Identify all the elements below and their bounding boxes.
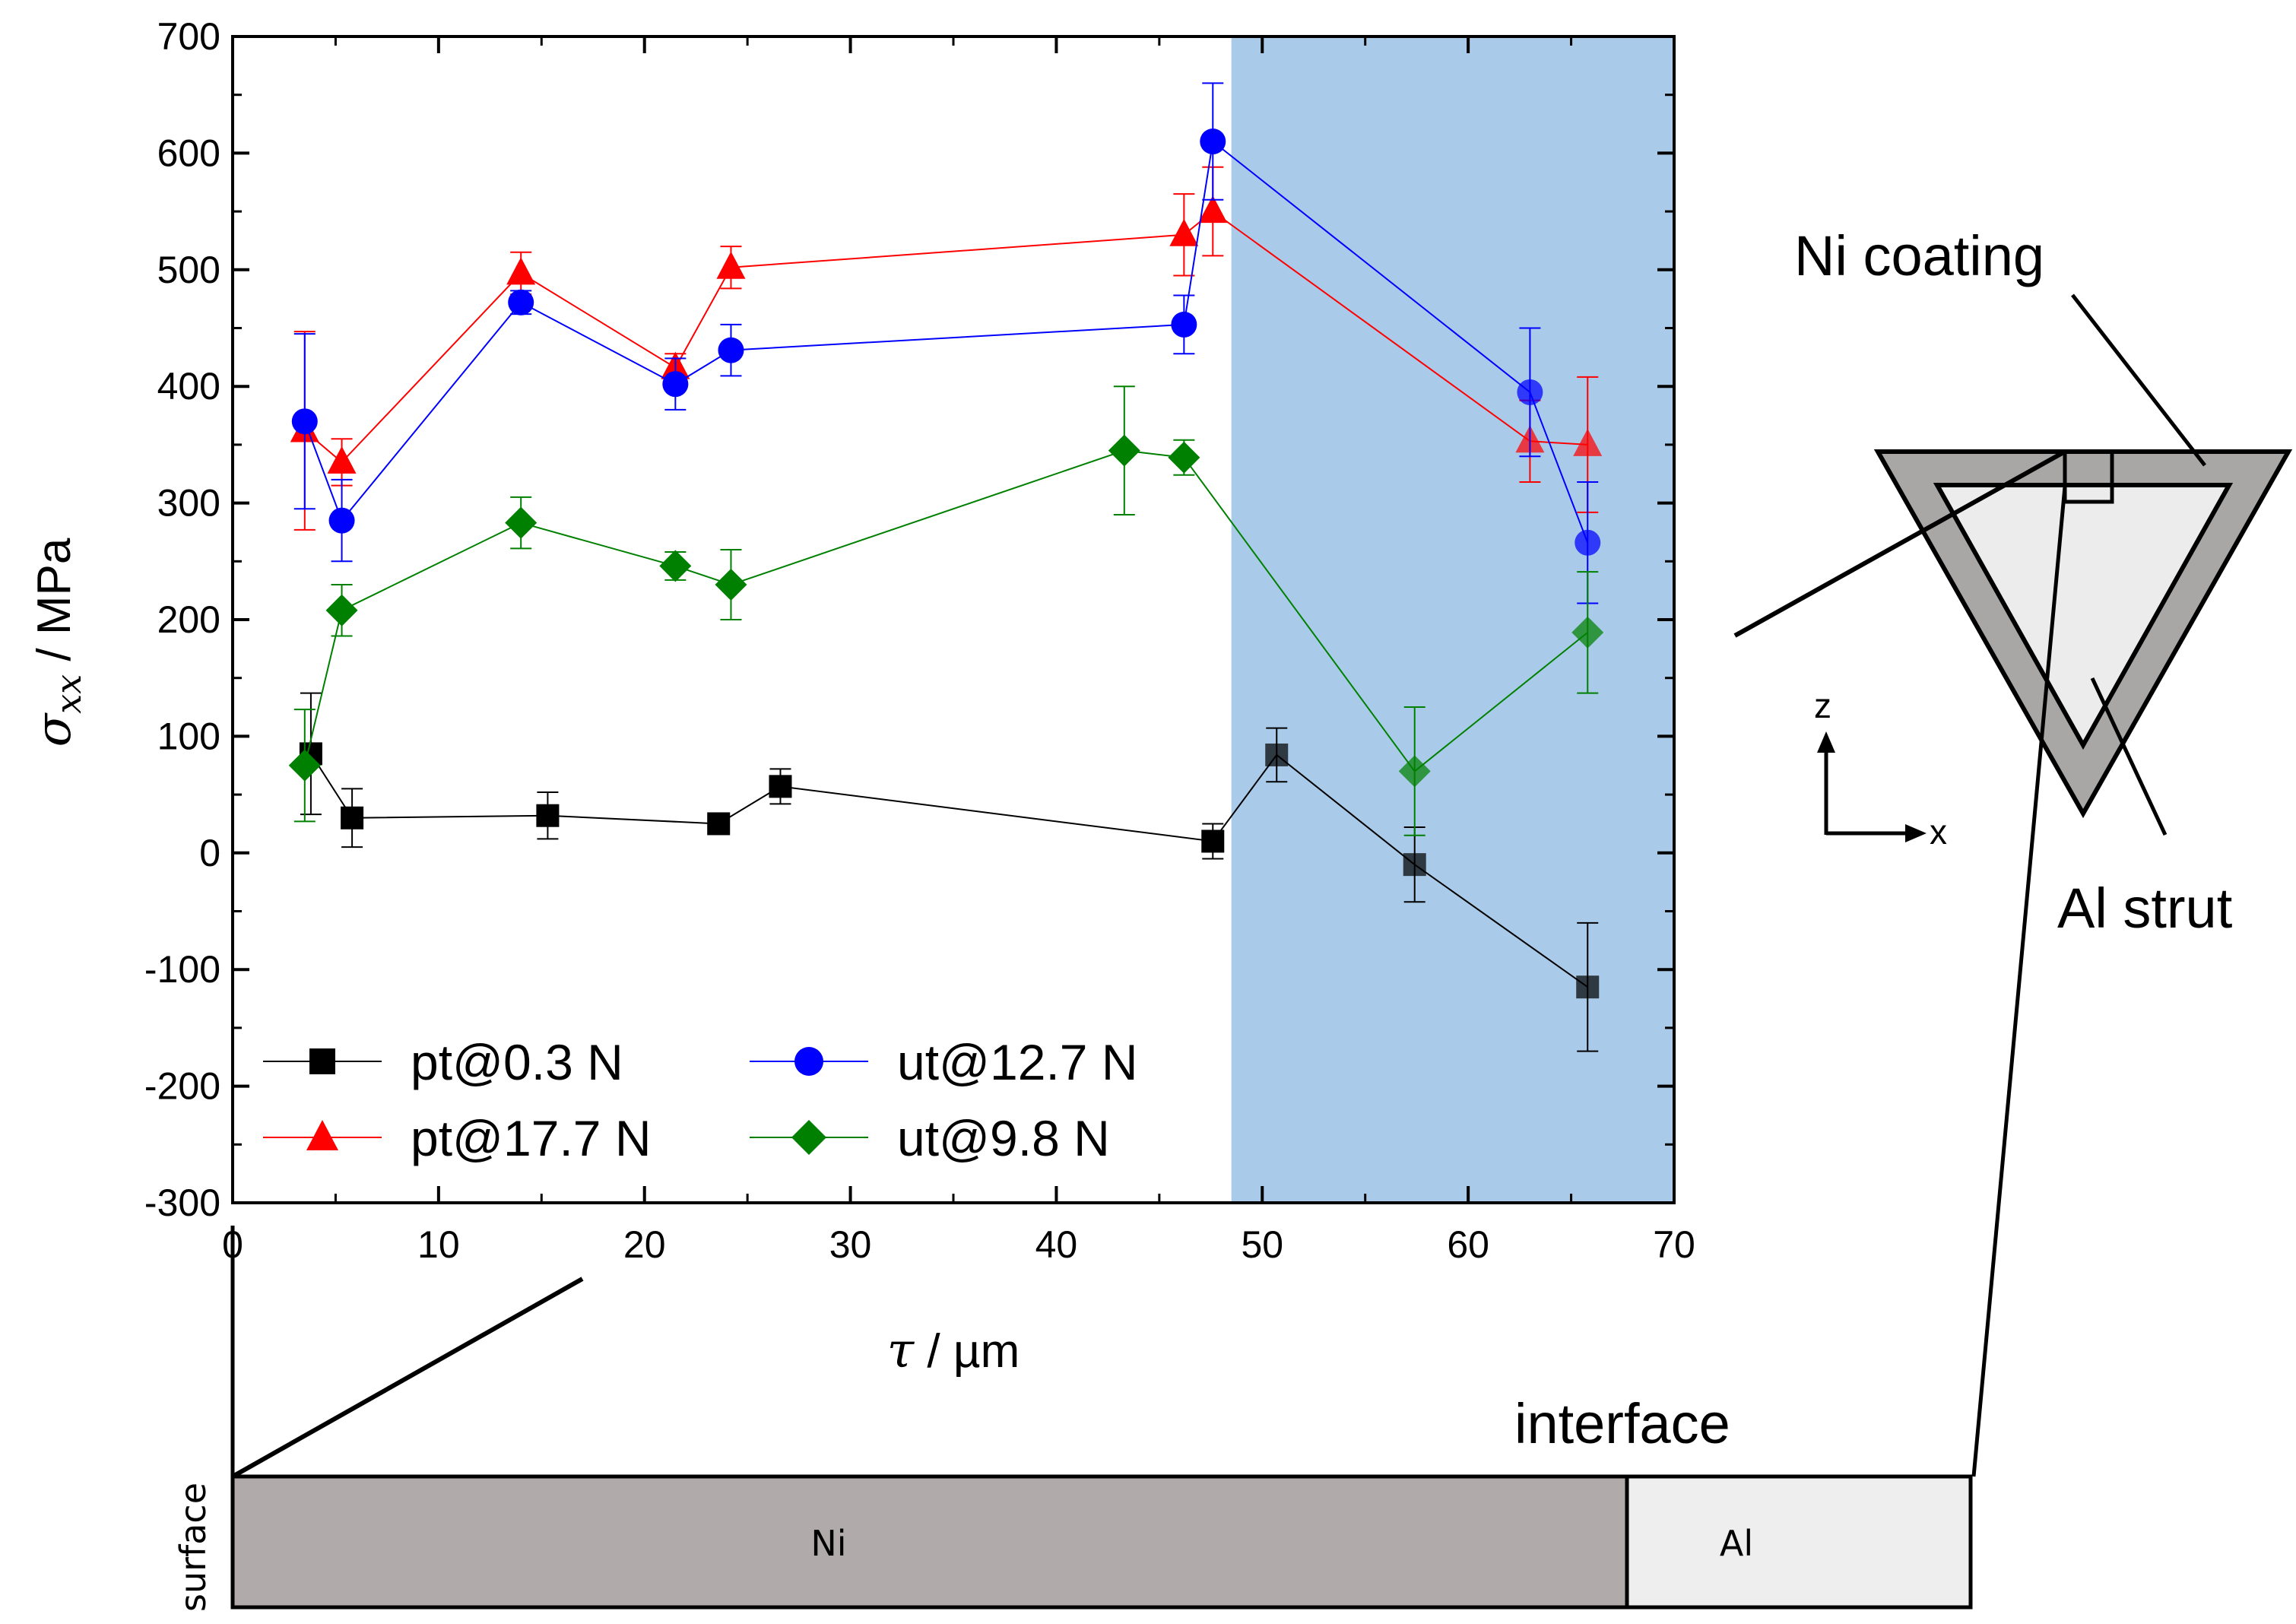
x-axis-title: τ / µm: [887, 1323, 1020, 1379]
y-tick-label: 200: [157, 598, 220, 641]
zoom-line-left: [1733, 449, 2066, 638]
y-tick-label: 600: [157, 132, 220, 174]
ni-layer-rect: [230, 1474, 1629, 1610]
surface-zoom-line-diagonal: [231, 1277, 584, 1479]
x-tick-label: 10: [417, 1223, 460, 1266]
x-axis-letter: x: [1930, 812, 1947, 852]
y-tick-label: -100: [144, 948, 220, 991]
y-axis-symbol: σ: [26, 712, 82, 747]
data-point: [508, 289, 534, 316]
data-point: [327, 446, 357, 474]
al-strut-label: Al strut: [2057, 877, 2233, 940]
y-axis-title: σxx / MPa: [26, 538, 89, 747]
shaded-interface-region: [1231, 36, 1674, 1203]
data-point: [1398, 755, 1431, 788]
data-point: [1168, 441, 1200, 474]
x-tick-label: 70: [1653, 1223, 1695, 1266]
x-arrow-head: [1905, 824, 1927, 842]
data-point: [662, 371, 689, 398]
legend-marker: [794, 1047, 823, 1076]
data-point: [718, 337, 744, 363]
ticks-layer: 010203040506070-300-200-1000100200300400…: [144, 15, 1695, 1266]
data-point: [325, 594, 358, 626]
detail-marker-box: [2063, 449, 2114, 504]
interface-label: interface: [1514, 1392, 1730, 1455]
y-tick-label: 400: [157, 365, 220, 408]
x-tick-label: 30: [829, 1223, 872, 1266]
layer-bar-diagram: Ni Al interface surface: [173, 1226, 1973, 1612]
legend-label: ut@9.8 N: [897, 1110, 1110, 1166]
ni-layer-label: Ni: [810, 1523, 846, 1564]
data-point: [341, 806, 364, 829]
legend-label: ut@12.7 N: [897, 1034, 1138, 1090]
data-point: [506, 257, 536, 285]
data-point: [1108, 434, 1140, 467]
y-tick-label: -200: [144, 1065, 220, 1108]
al-layer-label: Al: [1720, 1523, 1753, 1564]
legend-marker: [309, 1048, 335, 1074]
series-layer: [288, 82, 1604, 1052]
surface-label: surface: [173, 1483, 214, 1612]
data-point: [1573, 428, 1603, 456]
y-tick-label: -300: [144, 1182, 220, 1224]
al-strut-pointer: [2090, 677, 2168, 836]
strut-cross-section-diagram: Ni coating Al strut z x: [1733, 224, 2293, 1477]
legend: pt@0.3 N ut@12.7 N pt@17.7 N ut@9.8 N: [263, 1034, 1138, 1166]
data-point: [769, 775, 792, 798]
x-tick-label: 60: [1447, 1223, 1489, 1266]
series-2: [291, 82, 1601, 604]
data-point: [715, 568, 747, 601]
plot-background: [1231, 36, 1674, 1203]
x-tick-label: 20: [623, 1223, 666, 1266]
data-point: [328, 507, 355, 534]
data-point: [716, 251, 746, 279]
data-point: [1575, 529, 1601, 556]
data-point: [1171, 311, 1197, 338]
zoom-line-right: [1971, 486, 2067, 1477]
y-tick-label: 700: [157, 15, 220, 58]
y-axis-unit: / MPa: [28, 538, 81, 674]
x-axis-unit: / µm: [914, 1325, 1020, 1378]
data-point: [1200, 128, 1226, 155]
data-point: [1201, 829, 1225, 853]
data-point: [1169, 218, 1199, 246]
data-point: [505, 506, 538, 539]
x-tick-label: 40: [1035, 1223, 1078, 1266]
data-point: [288, 749, 321, 782]
data-point: [1403, 853, 1426, 877]
y-tick-label: 100: [157, 715, 220, 757]
z-arrow-head: [1817, 731, 1835, 753]
legend-marker: [306, 1120, 338, 1150]
y-axis-subscript: xx: [48, 674, 89, 714]
x-axis-symbol: τ: [887, 1323, 915, 1379]
y-tick-label: 0: [199, 832, 220, 874]
y-tick-label: 500: [157, 249, 220, 291]
x-tick-label: 50: [1241, 1223, 1283, 1266]
y-tick-label: 300: [157, 482, 220, 525]
z-axis-letter: z: [1814, 686, 1831, 725]
data-point: [1198, 195, 1228, 224]
series-3: [288, 385, 1604, 836]
data-point: [536, 804, 560, 827]
al-layer-rect: [1625, 1474, 1973, 1610]
ni-coating-label: Ni coating: [1794, 224, 2044, 287]
data-point: [1576, 975, 1600, 999]
data-point: [1517, 379, 1543, 405]
data-point: [1265, 743, 1289, 766]
legend-marker: [791, 1120, 826, 1155]
data-point: [659, 550, 692, 582]
data-point: [707, 812, 731, 836]
ni-coating-pointer: [2071, 293, 2206, 467]
legend-label: pt@0.3 N: [411, 1034, 623, 1090]
series-0: [299, 692, 1600, 1052]
legend-label: pt@17.7 N: [411, 1110, 652, 1166]
data-point: [1571, 616, 1604, 649]
data-point: [291, 408, 318, 435]
al-strut-triangle: [1933, 483, 2234, 750]
